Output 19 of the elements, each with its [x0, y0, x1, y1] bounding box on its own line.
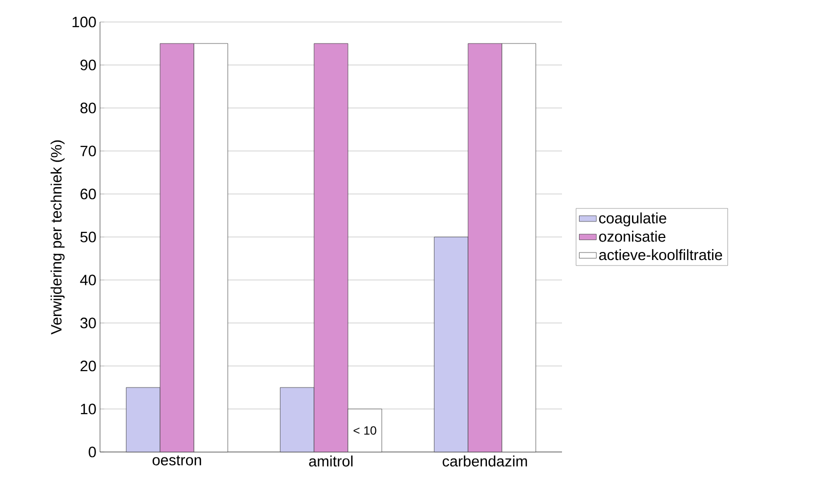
y-tick-label: 80 [80, 102, 96, 114]
x-tick-label: carbendazim [442, 456, 527, 467]
y-axis-title: Verwijdering per techniek (%) [50, 140, 65, 334]
y-tick-label: 70 [80, 146, 96, 156]
y-tick-label: 10 [80, 404, 96, 414]
x-tick-label: oestron [152, 456, 202, 466]
y-tick-label: 0 [88, 446, 96, 458]
y-tick-label: 100 [72, 16, 96, 28]
x-tick-label: amitrol [309, 456, 352, 467]
legend-label: actieve-koolfiltratie [599, 249, 722, 260]
y-tick-label: 20 [80, 360, 96, 372]
y-tick-label: 50 [80, 232, 96, 242]
legend-label: ozonisatie [599, 230, 666, 242]
y-tick-label: 60 [80, 188, 96, 200]
y-tick-label: 30 [80, 318, 96, 328]
y-tick-label: 90 [80, 60, 96, 70]
y-tick-label: 40 [80, 274, 96, 286]
data-label: < 10 [354, 426, 376, 435]
legend-label: coagulatie [599, 212, 666, 226]
